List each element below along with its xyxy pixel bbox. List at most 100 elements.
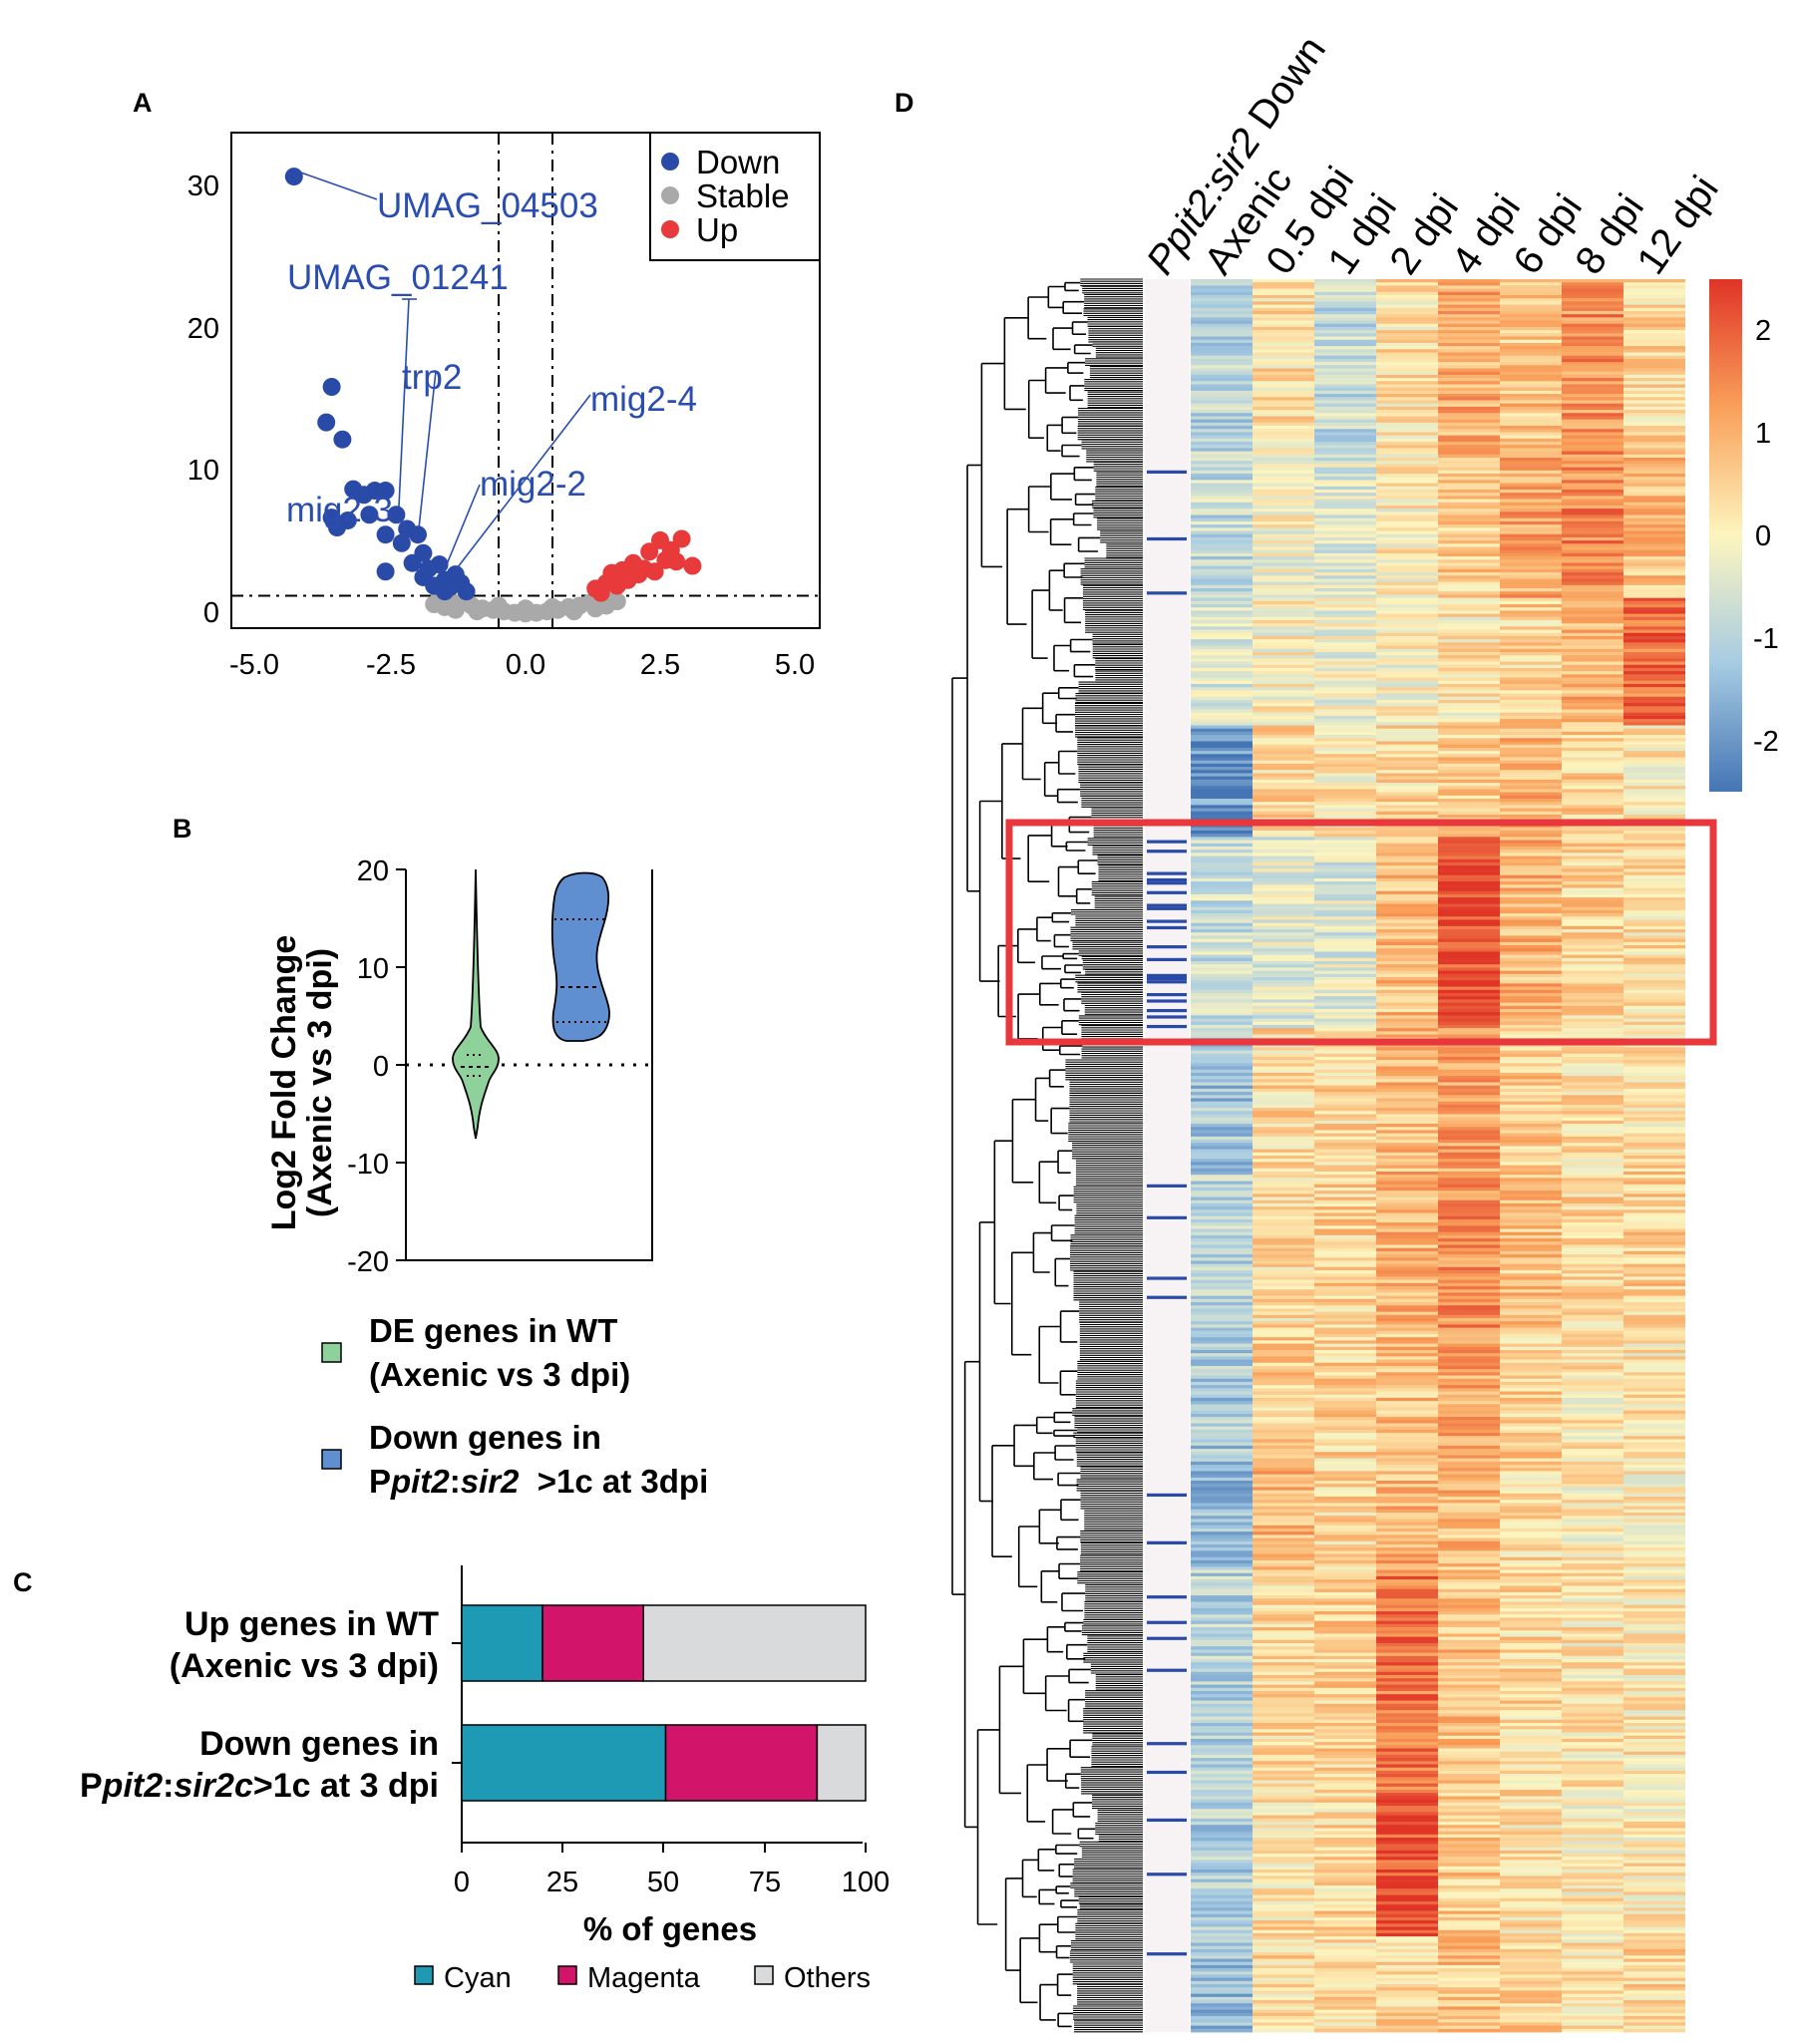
heatmap-cell	[1253, 1337, 1314, 1341]
heatmap-cell	[1314, 938, 1376, 943]
heatmap-cell	[1314, 992, 1376, 997]
heatmap-cell	[1314, 1324, 1376, 1329]
heatmap-cell	[1500, 792, 1562, 797]
point-down	[376, 482, 395, 501]
heatmap-cell	[1191, 1572, 1253, 1577]
heatmap-cell	[1623, 722, 1685, 726]
heatmap-cell	[1438, 1206, 1500, 1210]
heatmap-cell	[1623, 307, 1685, 312]
heatmap-cell	[1623, 473, 1685, 478]
heatmap-cell	[1623, 786, 1685, 790]
heatmap-cell	[1314, 1250, 1376, 1255]
b-ytick: 0	[373, 1051, 389, 1083]
heatmap-cell	[1253, 581, 1314, 586]
heatmap-cell	[1438, 887, 1500, 892]
heatmap-cell	[1314, 626, 1376, 630]
heatmap-cell	[1376, 1178, 1438, 1182]
heatmap-cell	[1314, 1254, 1376, 1258]
heatmap-cell	[1253, 323, 1314, 328]
heatmap-cell	[1253, 1420, 1314, 1424]
heatmap-cell	[1562, 1295, 1623, 1300]
heatmap-cell	[1191, 1168, 1253, 1173]
heatmap-cell	[1376, 1218, 1438, 1223]
heatmap-cell	[1191, 623, 1253, 627]
heatmap-cell	[1191, 1066, 1253, 1071]
heatmap-cell	[1191, 493, 1253, 497]
heatmap-cell	[1314, 368, 1376, 373]
heatmap-cell	[1314, 1063, 1376, 1067]
heatmap-cell	[1562, 1579, 1623, 1583]
heatmap-cell	[1623, 1525, 1685, 1530]
heatmap-cell	[1562, 1031, 1623, 1035]
heatmap-cell	[1438, 1247, 1500, 1252]
heatmap-cell	[1562, 413, 1623, 417]
heatmap-cell	[1253, 559, 1314, 563]
heatmap-cell	[1623, 480, 1685, 484]
heatmap-cell	[1562, 1152, 1623, 1157]
c-xtick: 25	[546, 1867, 578, 1898]
heatmap-cell	[1253, 406, 1314, 411]
heatmap-cell	[1376, 783, 1438, 787]
heatmap-cell	[1562, 674, 1623, 678]
heatmap-cell	[1623, 505, 1685, 510]
heatmap-cell	[1253, 1266, 1314, 1271]
heatmap-cell	[1191, 767, 1253, 771]
heatmap-cell	[1191, 584, 1253, 589]
heatmap-cell	[1438, 1556, 1500, 1561]
heatmap-cell	[1191, 1111, 1253, 1115]
heatmap-cell	[1500, 578, 1562, 583]
heatmap-cell	[1314, 1069, 1376, 1074]
heatmap-cell	[1500, 877, 1562, 882]
heatmap-cell	[1562, 1671, 1623, 1676]
heatmap-cell	[1438, 493, 1500, 497]
label-mig2-3: mig2-3	[286, 491, 393, 529]
heatmap-cell	[1562, 865, 1623, 869]
heatmap-cell	[1314, 358, 1376, 363]
heatmap-cell	[1623, 1506, 1685, 1511]
heatmap-cell	[1438, 1582, 1500, 1586]
heatmap-cell	[1438, 499, 1500, 504]
heatmap-cell	[1500, 1643, 1562, 1647]
heatmap-cell	[1500, 667, 1562, 672]
heatmap-cell	[1314, 565, 1376, 570]
heatmap-cell	[1191, 929, 1253, 933]
heatmap-cell	[1314, 1506, 1376, 1511]
heatmap-cell	[1376, 613, 1438, 618]
heatmap-cell	[1623, 1474, 1685, 1479]
heatmap-cell	[1376, 1133, 1438, 1138]
heatmap-cell	[1500, 1579, 1562, 1583]
heatmap-cell	[1500, 1047, 1562, 1051]
heatmap-cell	[1562, 543, 1623, 547]
heatmap-cell	[1562, 1175, 1623, 1179]
heatmap-cell	[1438, 783, 1500, 787]
heatmap-cell	[1253, 588, 1314, 592]
heatmap-cell	[1623, 304, 1685, 309]
heatmap-cell	[1438, 520, 1500, 525]
heatmap-cell	[1191, 1537, 1253, 1542]
heatmap-cell	[1562, 1662, 1623, 1666]
heatmap-cell	[1623, 1378, 1685, 1383]
heatmap-cell	[1438, 954, 1500, 959]
heatmap-cell	[1562, 664, 1623, 669]
heatmap-cell	[1623, 1193, 1685, 1197]
heatmap-cell	[1500, 941, 1562, 946]
heatmap-cell	[1500, 1522, 1562, 1527]
heatmap-cell	[1623, 1388, 1685, 1392]
heatmap-cell	[1438, 693, 1500, 698]
heatmap-cell	[1314, 298, 1376, 302]
heatmap-cell	[1376, 683, 1438, 688]
heatmap-cell	[1562, 1588, 1623, 1593]
panel-a-points	[284, 168, 702, 623]
heatmap-cell	[1376, 1532, 1438, 1535]
heatmap-cell	[1253, 1607, 1314, 1612]
heatmap-cell	[1253, 1302, 1314, 1306]
heatmap-cell	[1314, 1295, 1376, 1300]
heatmap-cell	[1562, 1254, 1623, 1258]
heatmap-cell	[1500, 683, 1562, 688]
heatmap-cell	[1253, 1588, 1314, 1593]
heatmap-cell	[1438, 1471, 1500, 1476]
heatmap-cell	[1253, 1525, 1314, 1530]
heatmap-cell	[1253, 814, 1314, 819]
heatmap-cell	[1253, 760, 1314, 765]
heatmap-cell	[1438, 1378, 1500, 1383]
